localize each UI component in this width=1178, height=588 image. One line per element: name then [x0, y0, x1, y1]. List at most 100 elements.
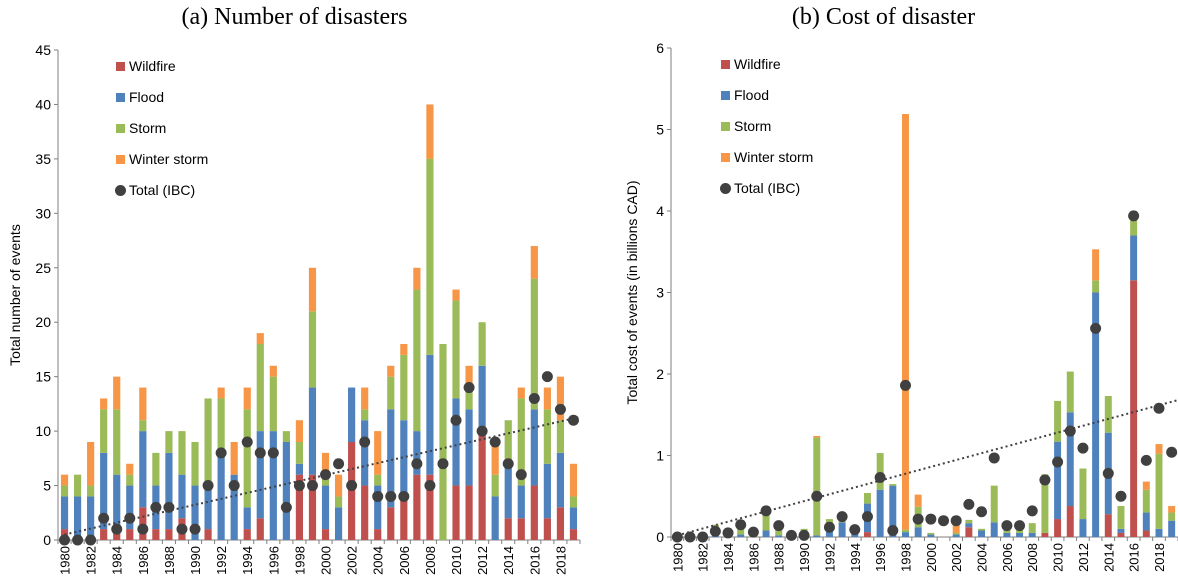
x-tick-label: 1992 [822, 543, 837, 572]
bar-storm [1130, 215, 1138, 236]
total-ibc-point [811, 490, 823, 502]
total-ibc-point [1115, 490, 1127, 502]
bar-wildfire [556, 507, 565, 540]
legend-swatch-flood [116, 93, 125, 102]
bar-storm [876, 453, 884, 490]
bar-storm [1117, 506, 1125, 529]
y-tick-label: 2 [656, 366, 664, 382]
total-ibc-point [938, 515, 950, 527]
y-tick-label: 45 [35, 42, 51, 58]
total-ibc-point [988, 452, 1000, 464]
bar-winter-storm [295, 420, 304, 442]
bar-storm [902, 529, 909, 533]
total-ibc-point [912, 513, 924, 525]
total-ibc-point [1001, 520, 1013, 532]
bar-flood [256, 431, 264, 519]
bar-wildfire [321, 529, 330, 540]
y-tick-label: 20 [35, 314, 51, 330]
total-ibc-point [963, 498, 975, 510]
x-tick-label: 1980 [58, 546, 73, 575]
bar-storm [374, 474, 382, 486]
bar-flood [321, 485, 330, 530]
total-ibc-point [760, 505, 772, 517]
total-ibc-point [823, 521, 835, 533]
bar-winter-storm [334, 474, 343, 497]
chart-title: (b) Cost of disaster [791, 4, 976, 30]
total-ibc-point [1014, 520, 1026, 532]
bar-wildfire [478, 431, 486, 540]
total-ibc-point [502, 458, 514, 470]
bar-wildfire [1117, 532, 1125, 537]
bar-storm [256, 344, 264, 432]
bar-wildfire [569, 529, 578, 540]
bar-flood [990, 522, 998, 537]
total-ibc-point [150, 501, 162, 513]
total-ibc-point [1052, 456, 1064, 468]
total-ibc-point [567, 414, 579, 426]
legend-label: Storm [129, 120, 166, 136]
bar-wildfire [863, 532, 871, 537]
bar-storm [1028, 523, 1036, 533]
bar-flood [1054, 441, 1062, 520]
bar-winter-storm [517, 387, 525, 399]
total-ibc-point [735, 519, 747, 531]
total-ibc-point [437, 458, 449, 470]
bar-winter-storm [543, 387, 551, 410]
trendline [64, 415, 581, 536]
bar-storm [334, 496, 343, 508]
legend-label: Total (IBC) [734, 180, 800, 196]
x-tick-label: 2014 [501, 546, 516, 575]
bar-flood [1028, 532, 1036, 537]
bar-wildfire [308, 474, 317, 540]
total-ibc-point [228, 480, 240, 492]
total-ibc-point [541, 371, 553, 383]
bar-storm [517, 398, 525, 486]
total-ibc-point [215, 447, 227, 459]
bar-storm [295, 442, 304, 464]
chart-panel-number: (a) Number of disasters 0 5 10 15 20 25 30 35 40… [7, 4, 581, 575]
x-tick-label: 2002 [345, 546, 360, 575]
x-tick-label: 1982 [696, 543, 711, 572]
trendline [677, 399, 1178, 537]
bar-storm [927, 532, 935, 535]
total-ibc-point [346, 480, 358, 492]
y-tick-label: 1 [656, 448, 664, 464]
bar-flood [1168, 520, 1176, 537]
bar-winter-storm [243, 387, 251, 410]
bar-storm [889, 484, 897, 486]
bar-storm [978, 528, 986, 531]
bar-flood [838, 522, 846, 537]
bar-storm [465, 387, 473, 410]
bar-flood [1066, 412, 1074, 507]
bar-wildfire [1142, 530, 1150, 537]
bar-flood [762, 530, 770, 537]
cost-of-disaster-chart: 0 1 2 3 4 5 6 Total cost of events (in billions… [624, 40, 1178, 572]
total-ibc-point [359, 436, 371, 448]
bar-winter-storm [1092, 249, 1100, 281]
bar-storm [400, 354, 408, 421]
total-ibc-point [1102, 467, 1114, 479]
bar-storm [813, 437, 821, 536]
total-ibc-point [1039, 474, 1051, 486]
bar-storm [452, 300, 460, 399]
bar-storm [87, 485, 95, 497]
x-tick-label: 2008 [423, 546, 438, 575]
bar-storm [491, 474, 499, 497]
bar-flood [517, 485, 525, 519]
total-ibc-point [463, 382, 475, 394]
bar-winter-storm [139, 387, 147, 421]
total-ibc-point [111, 523, 123, 535]
bar-flood [139, 431, 147, 508]
legend-swatch-storm [721, 122, 730, 131]
bar-storm [1155, 453, 1163, 529]
bar-flood [927, 534, 935, 537]
y-tick-label: 0 [656, 529, 664, 545]
y-tick-label: 30 [35, 205, 51, 221]
bar-wildfire [152, 529, 160, 540]
bar-storm [569, 496, 578, 508]
bar-wildfire [387, 507, 395, 540]
bar-wildfire [243, 529, 251, 540]
bar-winter-storm [569, 463, 578, 497]
bar-flood [217, 452, 225, 540]
bar-flood [775, 535, 783, 537]
